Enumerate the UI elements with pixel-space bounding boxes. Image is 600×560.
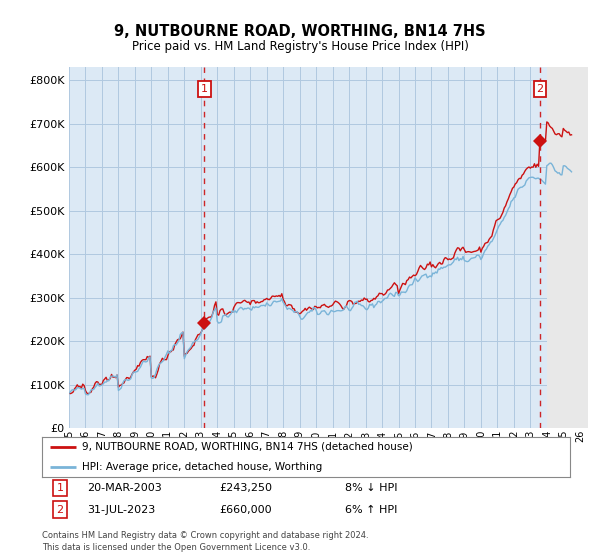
Text: 20-MAR-2003: 20-MAR-2003 [87, 483, 162, 493]
Text: £660,000: £660,000 [219, 505, 272, 515]
Text: Contains HM Land Registry data © Crown copyright and database right 2024.
This d: Contains HM Land Registry data © Crown c… [42, 531, 368, 552]
Text: 2: 2 [536, 84, 544, 94]
Text: 1: 1 [201, 84, 208, 94]
Bar [547, 67, 588, 428]
Text: 8% ↓ HPI: 8% ↓ HPI [345, 483, 398, 493]
Text: Price paid vs. HM Land Registry's House Price Index (HPI): Price paid vs. HM Land Registry's House … [131, 40, 469, 53]
Text: 2: 2 [56, 505, 64, 515]
Text: 31-JUL-2023: 31-JUL-2023 [87, 505, 155, 515]
Text: 9, NUTBOURNE ROAD, WORTHING, BN14 7HS (detached house): 9, NUTBOURNE ROAD, WORTHING, BN14 7HS (d… [82, 442, 412, 452]
Text: £243,250: £243,250 [219, 483, 272, 493]
Text: 9, NUTBOURNE ROAD, WORTHING, BN14 7HS: 9, NUTBOURNE ROAD, WORTHING, BN14 7HS [114, 24, 486, 39]
Text: 1: 1 [56, 483, 64, 493]
Text: 6% ↑ HPI: 6% ↑ HPI [345, 505, 397, 515]
Text: HPI: Average price, detached house, Worthing: HPI: Average price, detached house, Wort… [82, 462, 322, 472]
